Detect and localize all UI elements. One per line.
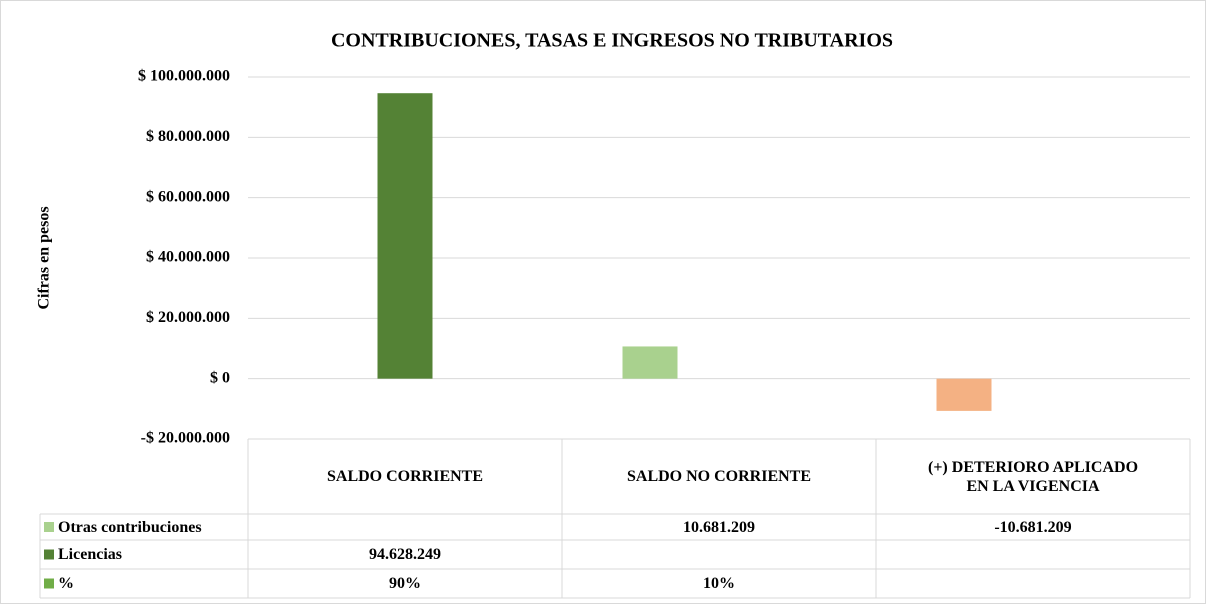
- y-tick-label: -$ 20.000.000: [141, 430, 230, 447]
- legend-key: [44, 522, 54, 532]
- legend-label: Otras contribuciones: [58, 518, 202, 536]
- data-label: 10%: [703, 575, 735, 592]
- y-tick-label: $ 80.000.000: [146, 128, 230, 145]
- data-label: 90%: [389, 575, 421, 592]
- data-label-box: -10.681.209: [994, 518, 1072, 536]
- data-label: -10.681.209: [994, 518, 1072, 536]
- legend-key: [44, 578, 54, 589]
- x-tick-label-box: SALDO NO CORRIENTE: [626, 468, 812, 485]
- x-tick-label: (+) DETERIORO APLICADO EN LA VIGENCIA: [927, 458, 1139, 495]
- legend-label-box: %: [58, 575, 74, 592]
- chart-title: CONTRIBUCIONES, TASAS E INGRESOS NO TRIB…: [331, 30, 893, 52]
- y-tick-label: $ 60.000.000: [146, 188, 230, 205]
- y-tick-label: $ 40.000.000: [146, 249, 230, 266]
- data-label: 94.628.249: [369, 546, 441, 563]
- y-tick-label: $ 0: [210, 369, 230, 386]
- data-label-box: 10%: [703, 575, 735, 592]
- data-label: 10.681.209: [683, 518, 755, 536]
- bar: [622, 346, 678, 379]
- legend-label: Licencias: [58, 546, 122, 563]
- data-label-box: 10.681.209: [683, 518, 755, 536]
- x-tick-label-box: SALDO CORRIENTE: [326, 468, 484, 485]
- legend-label-box: Otras contribuciones: [58, 518, 202, 536]
- y-axis-title: Cifras en pesos: [36, 206, 53, 309]
- legend-label-box: Licencias: [58, 546, 122, 563]
- bar: [936, 378, 992, 411]
- bar: [377, 93, 433, 379]
- data-label-box: 94.628.249: [369, 546, 441, 563]
- legend-label: %: [58, 575, 74, 592]
- x-tick-label-box: (+) DETERIORO APLICADO EN LA VIGENCIA: [927, 458, 1139, 495]
- y-tick-label: $ 20.000.000: [146, 309, 230, 326]
- x-tick-label: SALDO CORRIENTE: [326, 468, 484, 485]
- data-label-box: 90%: [389, 575, 421, 592]
- y-tick-label: $ 100.000.000: [138, 68, 230, 85]
- x-tick-label: SALDO NO CORRIENTE: [626, 468, 812, 485]
- legend-key: [44, 549, 54, 560]
